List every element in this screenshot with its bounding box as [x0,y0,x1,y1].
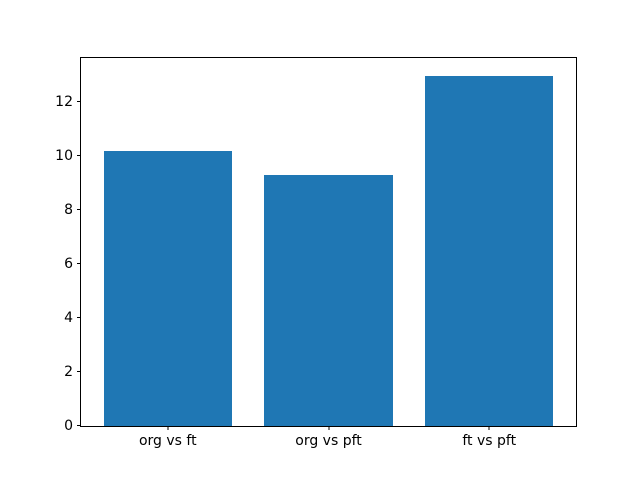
y-axis-tick-label: 10 [55,148,73,165]
x-axis-tick [488,426,490,430]
y-axis-tick [77,209,81,211]
y-axis-tick-label: 6 [64,256,73,273]
bar [103,151,233,426]
y-axis-tick-label: 8 [64,202,73,219]
x-axis-tick-label: org vs ft [138,433,197,449]
y-axis-tick [77,155,81,157]
plot-area: 0 2 4 6 8 10 12 org vs ft org vs pft ft vs pft [55,57,577,448]
y-axis-tick-label: 0 [64,418,73,434]
y-axis-tick [77,263,81,265]
bar [264,175,393,426]
x-axis-tick-label: ft vs pft [462,433,517,449]
bar [424,75,554,426]
x-axis-tick [328,426,329,430]
y-axis-tick-label: 12 [55,94,73,111]
x-axis-tick [167,426,169,430]
y-axis-tick [77,317,81,319]
y-axis-tick [77,371,81,373]
y-axis-tick-label: 2 [64,364,73,381]
y-axis-tick-label: 4 [64,310,73,327]
y-axis-tick [77,425,81,426]
y-axis-tick [77,101,81,103]
x-axis-tick-label: org vs pft [295,433,362,449]
